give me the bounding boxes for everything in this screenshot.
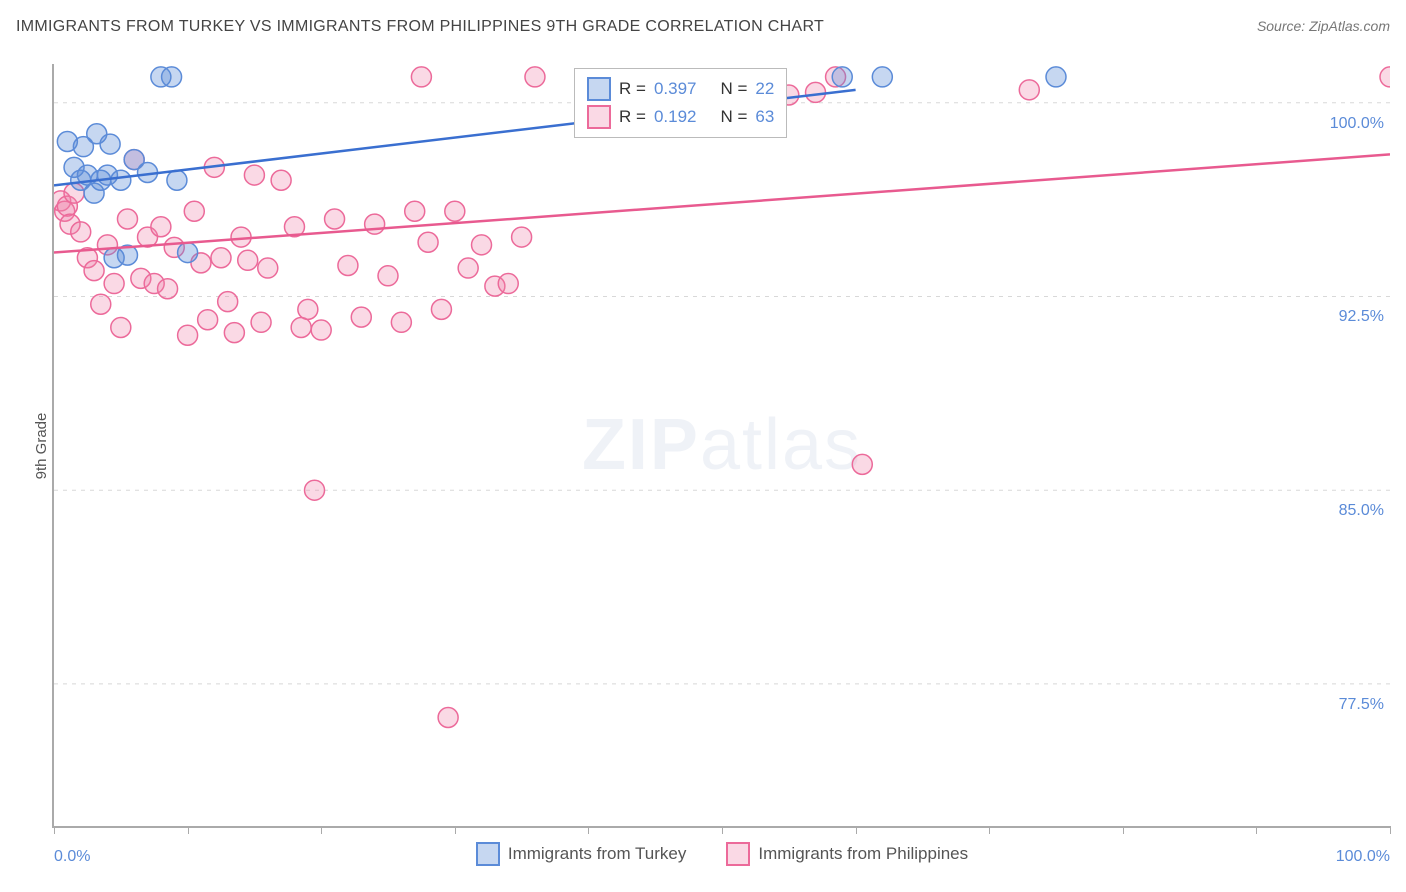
chart-svg: [54, 64, 1390, 826]
y-tick-label: 100.0%: [1330, 115, 1384, 133]
legend-label-philippines: Immigrants from Philippines: [758, 844, 968, 864]
y-tick-label: 77.5%: [1339, 696, 1384, 714]
x-tick: [188, 826, 189, 834]
x-tick: [54, 826, 55, 834]
source-label: Source: ZipAtlas.com: [1257, 18, 1390, 34]
x-tick-label: 100.0%: [1336, 848, 1390, 866]
legend-item-philippines: Immigrants from Philippines: [726, 842, 968, 866]
swatch-philippines: [726, 842, 750, 866]
series-legend: Immigrants from Turkey Immigrants from P…: [54, 842, 1390, 866]
correlation-legend: R = 0.397 N = 22 R = 0.192 N = 63: [574, 68, 787, 138]
swatch-philippines: [587, 105, 611, 129]
r-label: R =: [619, 103, 646, 131]
legend-item-turkey: Immigrants from Turkey: [476, 842, 687, 866]
y-axis-label: 9th Grade: [33, 413, 50, 480]
x-tick: [722, 826, 723, 834]
legend-row-philippines: R = 0.192 N = 63: [587, 103, 774, 131]
x-tick: [588, 826, 589, 834]
swatch-turkey: [587, 77, 611, 101]
x-tick: [1256, 826, 1257, 834]
x-tick-label: 0.0%: [54, 848, 90, 866]
y-tick-label: 92.5%: [1339, 308, 1384, 326]
n-value-turkey: 22: [755, 75, 774, 103]
x-tick: [455, 826, 456, 834]
legend-label-turkey: Immigrants from Turkey: [508, 844, 687, 864]
n-label: N =: [720, 103, 747, 131]
r-value-philippines: 0.192: [654, 103, 697, 131]
x-tick: [1390, 826, 1391, 834]
x-tick: [989, 826, 990, 834]
legend-row-turkey: R = 0.397 N = 22: [587, 75, 774, 103]
x-tick: [856, 826, 857, 834]
x-tick: [1123, 826, 1124, 834]
n-label: N =: [720, 75, 747, 103]
chart-title: IMMIGRANTS FROM TURKEY VS IMMIGRANTS FRO…: [16, 18, 824, 36]
x-tick: [321, 826, 322, 834]
y-tick-label: 85.0%: [1339, 502, 1384, 520]
r-label: R =: [619, 75, 646, 103]
plot-area: ZIPatlas R = 0.397 N = 22 R = 0.192 N = …: [52, 64, 1390, 828]
n-value-philippines: 63: [755, 103, 774, 131]
r-value-turkey: 0.397: [654, 75, 697, 103]
swatch-turkey: [476, 842, 500, 866]
